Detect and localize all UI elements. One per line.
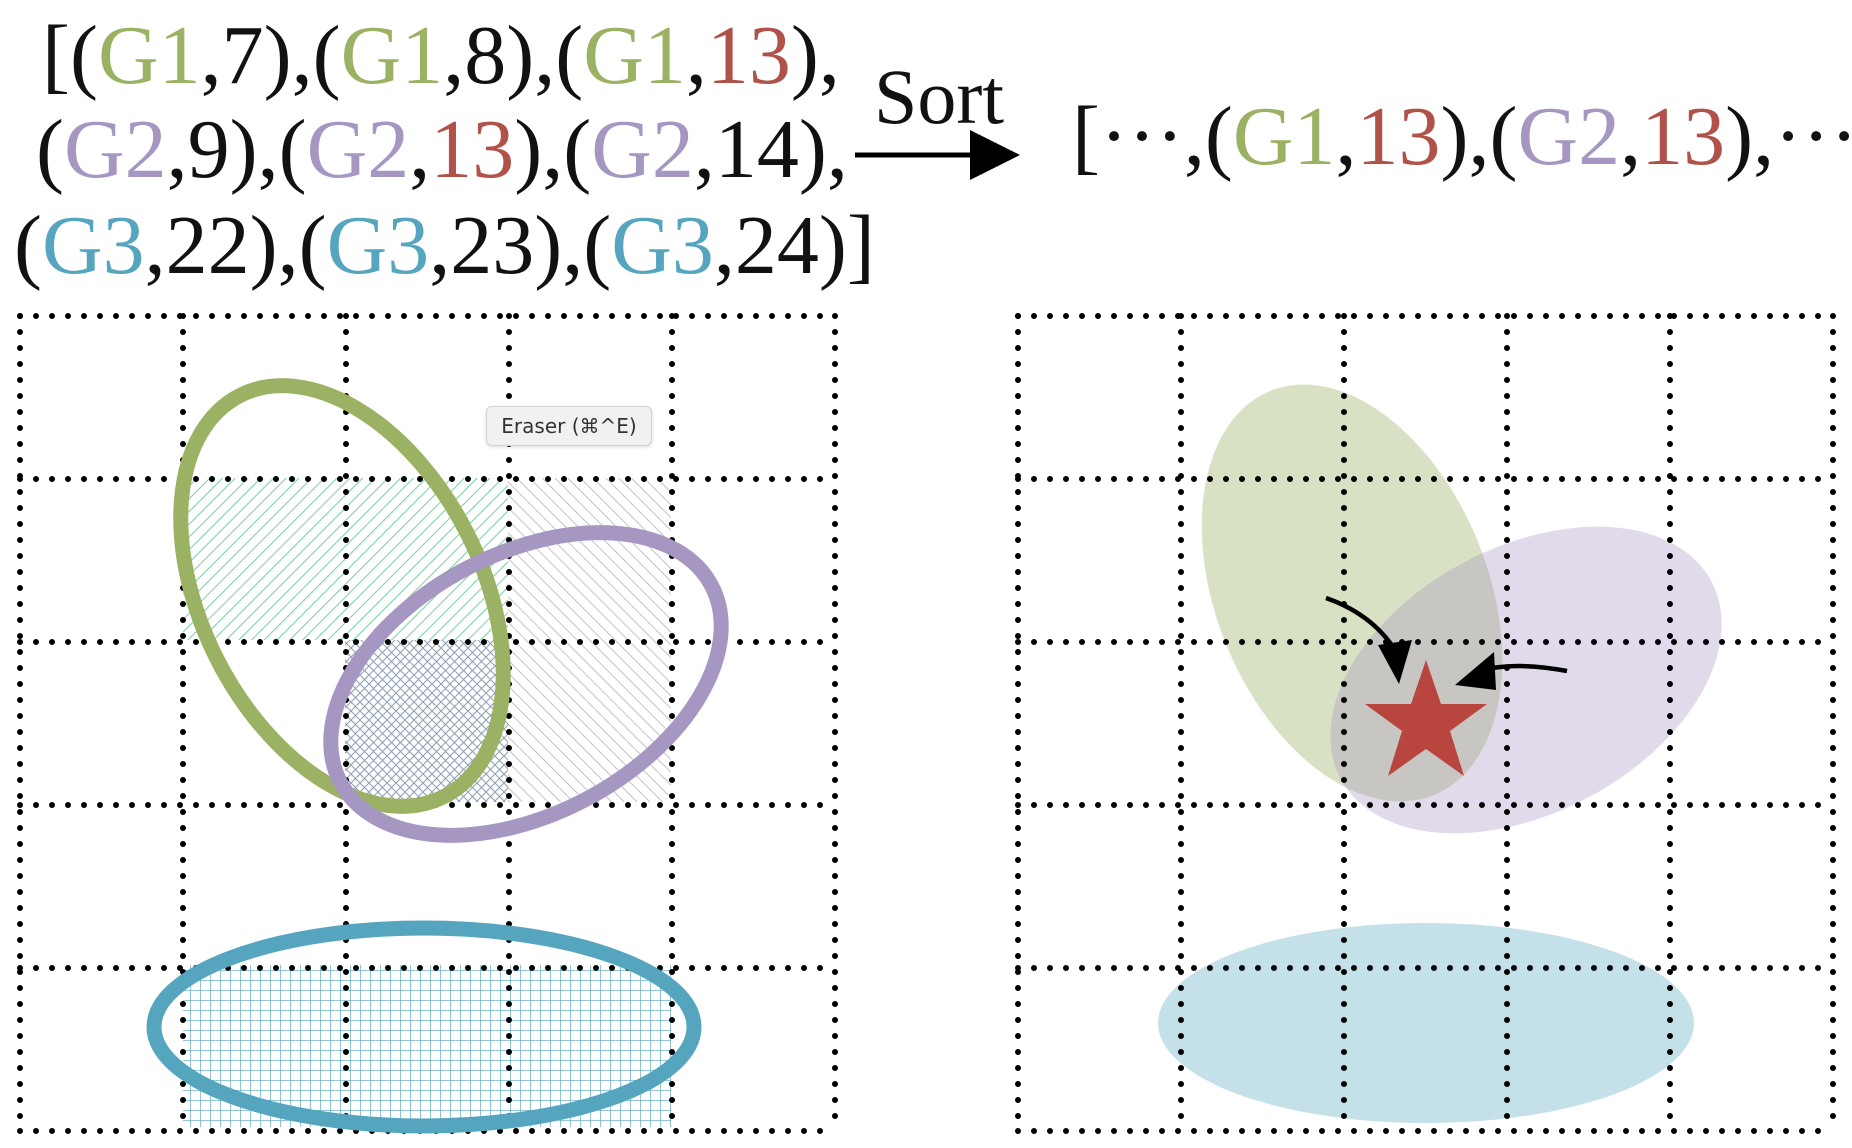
g3-region — [1158, 923, 1694, 1123]
formula-text: ,23),( — [429, 199, 612, 292]
arrow-right-icon — [855, 130, 1020, 180]
formula-text: ,22),( — [144, 199, 327, 292]
highlight-value: 13 — [706, 9, 791, 102]
formula-text: ,14), — [693, 103, 848, 196]
formula-text: ,24)] — [713, 199, 875, 292]
g1-ellipse — [173, 378, 511, 814]
group-label: G1 — [1232, 90, 1336, 183]
formula-line-1: [(G1,7),(G1,8),(G1,13), — [42, 14, 840, 98]
eraser-tooltip: Eraser (⌘^E) — [486, 406, 652, 446]
group-label: G2 — [591, 103, 694, 196]
curved-arrow-icon — [1325, 595, 1412, 684]
g2-ellipse — [323, 525, 729, 843]
formula-text: ), — [790, 9, 840, 102]
highlight-value: 13 — [430, 103, 515, 196]
group-label: G3 — [611, 199, 714, 292]
gray-hatched-cells — [508, 640, 671, 802]
formula-line-3: (G3,22),(G3,23),(G3,24)] — [14, 204, 875, 288]
group-label: G3 — [41, 199, 145, 292]
green-hatched-cells — [183, 478, 508, 640]
formula-text: ),( — [1440, 90, 1518, 183]
g3-ellipse — [146, 920, 702, 1134]
cross-hatched-cell — [345, 640, 508, 802]
group-label: G2 — [63, 103, 167, 196]
formula-text: ),( — [514, 103, 592, 196]
sort-label: Sort — [874, 53, 1005, 140]
group-label: G2 — [1517, 90, 1621, 183]
formula-line-2: (G2,9),(G2,13),(G2,14), — [36, 108, 848, 192]
formula-text: , — [1335, 90, 1357, 183]
formula-text: , — [1620, 90, 1642, 183]
formula-text: ,8),( — [443, 9, 584, 102]
group-label: G2 — [306, 103, 410, 196]
g2-region — [1330, 526, 1722, 834]
gray-hatched-cells — [508, 478, 671, 640]
formula-text: , — [409, 103, 431, 196]
right-panel — [1015, 313, 1836, 1134]
formula-text: [( — [42, 9, 98, 102]
highlight-value: 13 — [1641, 90, 1726, 183]
formula-text: ,9),( — [166, 103, 307, 196]
formula-text: ),···] — [1725, 90, 1852, 183]
curved-arrow-icon — [1455, 652, 1568, 690]
formula-text: ( — [14, 199, 42, 292]
formula-text: , — [685, 9, 707, 102]
highlight-value: 13 — [1356, 90, 1441, 183]
group-label: G1 — [97, 9, 201, 102]
formula-text: [···,( — [1072, 90, 1233, 183]
formula-text: ,7),( — [200, 9, 341, 102]
group-label: G1 — [583, 9, 686, 102]
formula-text: ( — [36, 103, 64, 196]
star-icon — [1365, 660, 1487, 776]
sorted-result: [···,(G1,13),(G2,13),···] — [1072, 95, 1852, 179]
left-panel — [17, 313, 838, 1134]
group-label: G3 — [326, 199, 430, 292]
group-label: G1 — [340, 9, 444, 102]
